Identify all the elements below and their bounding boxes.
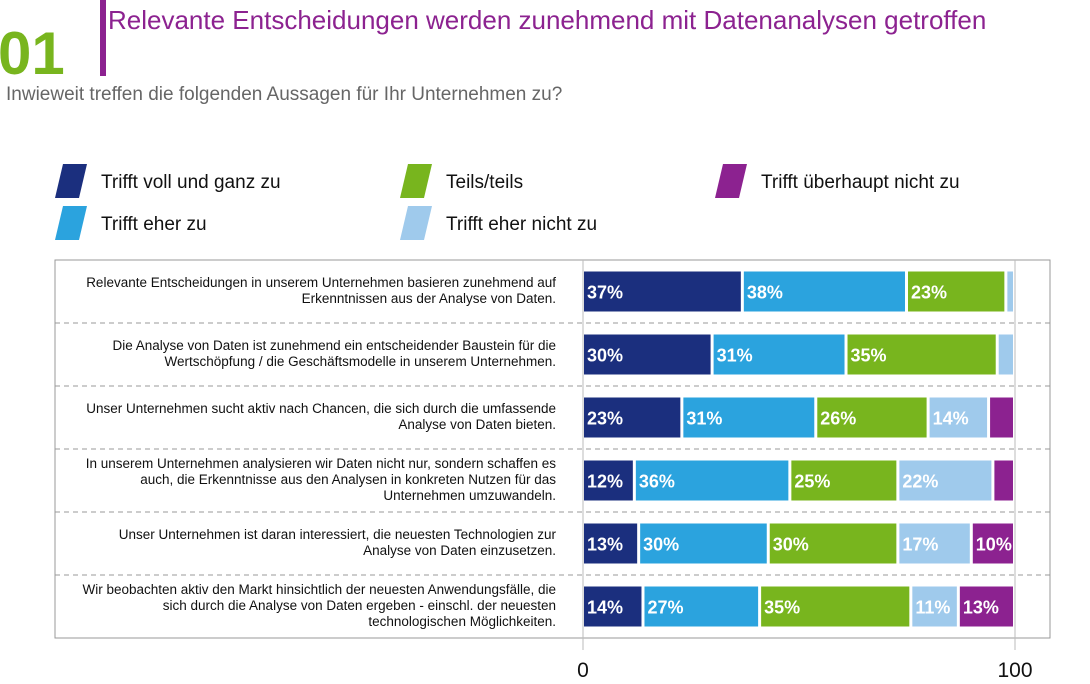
value-label: 22% [902,472,938,492]
chart-title: Relevante Entscheidungen werden zunehmen… [108,5,987,35]
bar-segment [908,271,1005,312]
value-label: 31% [686,409,722,429]
value-label: 10% [976,535,1012,555]
legend-swatch [715,164,747,198]
bar-segment [584,271,741,312]
bar-segment [847,334,996,375]
bar-segment [683,397,815,438]
legend-swatch [55,164,87,198]
bar-segment [972,523,1013,564]
bar-segment [644,586,759,627]
legend-label: Teils/teils [446,172,523,193]
bar-segment [998,334,1013,375]
value-label: 36% [639,472,675,492]
value-label: 13% [963,598,999,618]
value-label: 14% [933,409,969,429]
value-label: 27% [647,598,683,618]
legend-label: Trifft eher zu [101,214,207,235]
bar-segment [584,523,638,564]
bar-segment [791,460,897,501]
bar-segment [990,397,1013,438]
bar-segment [584,334,711,375]
legend-label: Trifft überhaupt nicht zu [761,172,960,193]
chart-subtitle: Inwieweit treffen die folgenden Aussagen… [6,84,563,105]
value-label: 26% [820,409,856,429]
legend-swatch [55,206,87,240]
value-label: 35% [851,346,887,366]
category-label: Relevante Entscheidungen in unserem Unte… [86,275,556,306]
value-label: 35% [764,598,800,618]
category-label: Die Analyse von Daten ist zunehmend ein … [112,338,556,369]
bar-segment [640,523,767,564]
value-label: 30% [587,346,623,366]
bar-segment [899,523,970,564]
value-label: 37% [587,283,623,303]
category-label: Wir beobachten aktiv den Markt hinsichtl… [82,582,556,629]
bar-segment [899,460,992,501]
value-label: 13% [587,535,623,555]
category-label: Unser Unternehmen ist daran interessiert… [118,527,556,558]
x-tick-label: 0 [577,659,589,682]
value-label: 11% [915,598,950,618]
legend-swatch [400,206,432,240]
value-label: 12% [587,472,623,492]
value-label: 30% [773,535,809,555]
value-label: 38% [747,283,783,303]
bar-segment [584,397,681,438]
badge: 01 [0,20,65,87]
value-label: 23% [587,409,623,429]
bar-segment [584,586,642,627]
bar-segment [713,334,845,375]
category-label: Unser Unternehmen sucht aktiv nach Chanc… [86,401,556,432]
bar-segment [761,586,910,627]
value-label: 30% [643,535,679,555]
bar-segment [743,271,905,312]
legend-label: Trifft voll und ganz zu [101,172,281,193]
value-label: 23% [911,283,947,303]
bar-segment [769,523,897,564]
bar-segment [817,397,927,438]
value-label: 14% [587,598,623,618]
bar-segment [584,460,633,501]
bar-segment [994,460,1013,501]
category-label: In unserem Unternehmen analysieren wir D… [85,456,556,503]
bar-segment [635,460,789,501]
bar-segment [929,397,988,438]
value-label: 31% [717,346,753,366]
legend-label: Trifft eher nicht zu [446,214,597,235]
bar-segment [959,586,1013,627]
header-bar [100,0,106,76]
bar-segment [1007,271,1013,312]
x-tick-label: 100 [997,659,1032,682]
value-label: 17% [902,535,938,555]
bar-segment [912,586,957,627]
value-label: 25% [794,472,830,492]
legend-swatch [400,164,432,198]
